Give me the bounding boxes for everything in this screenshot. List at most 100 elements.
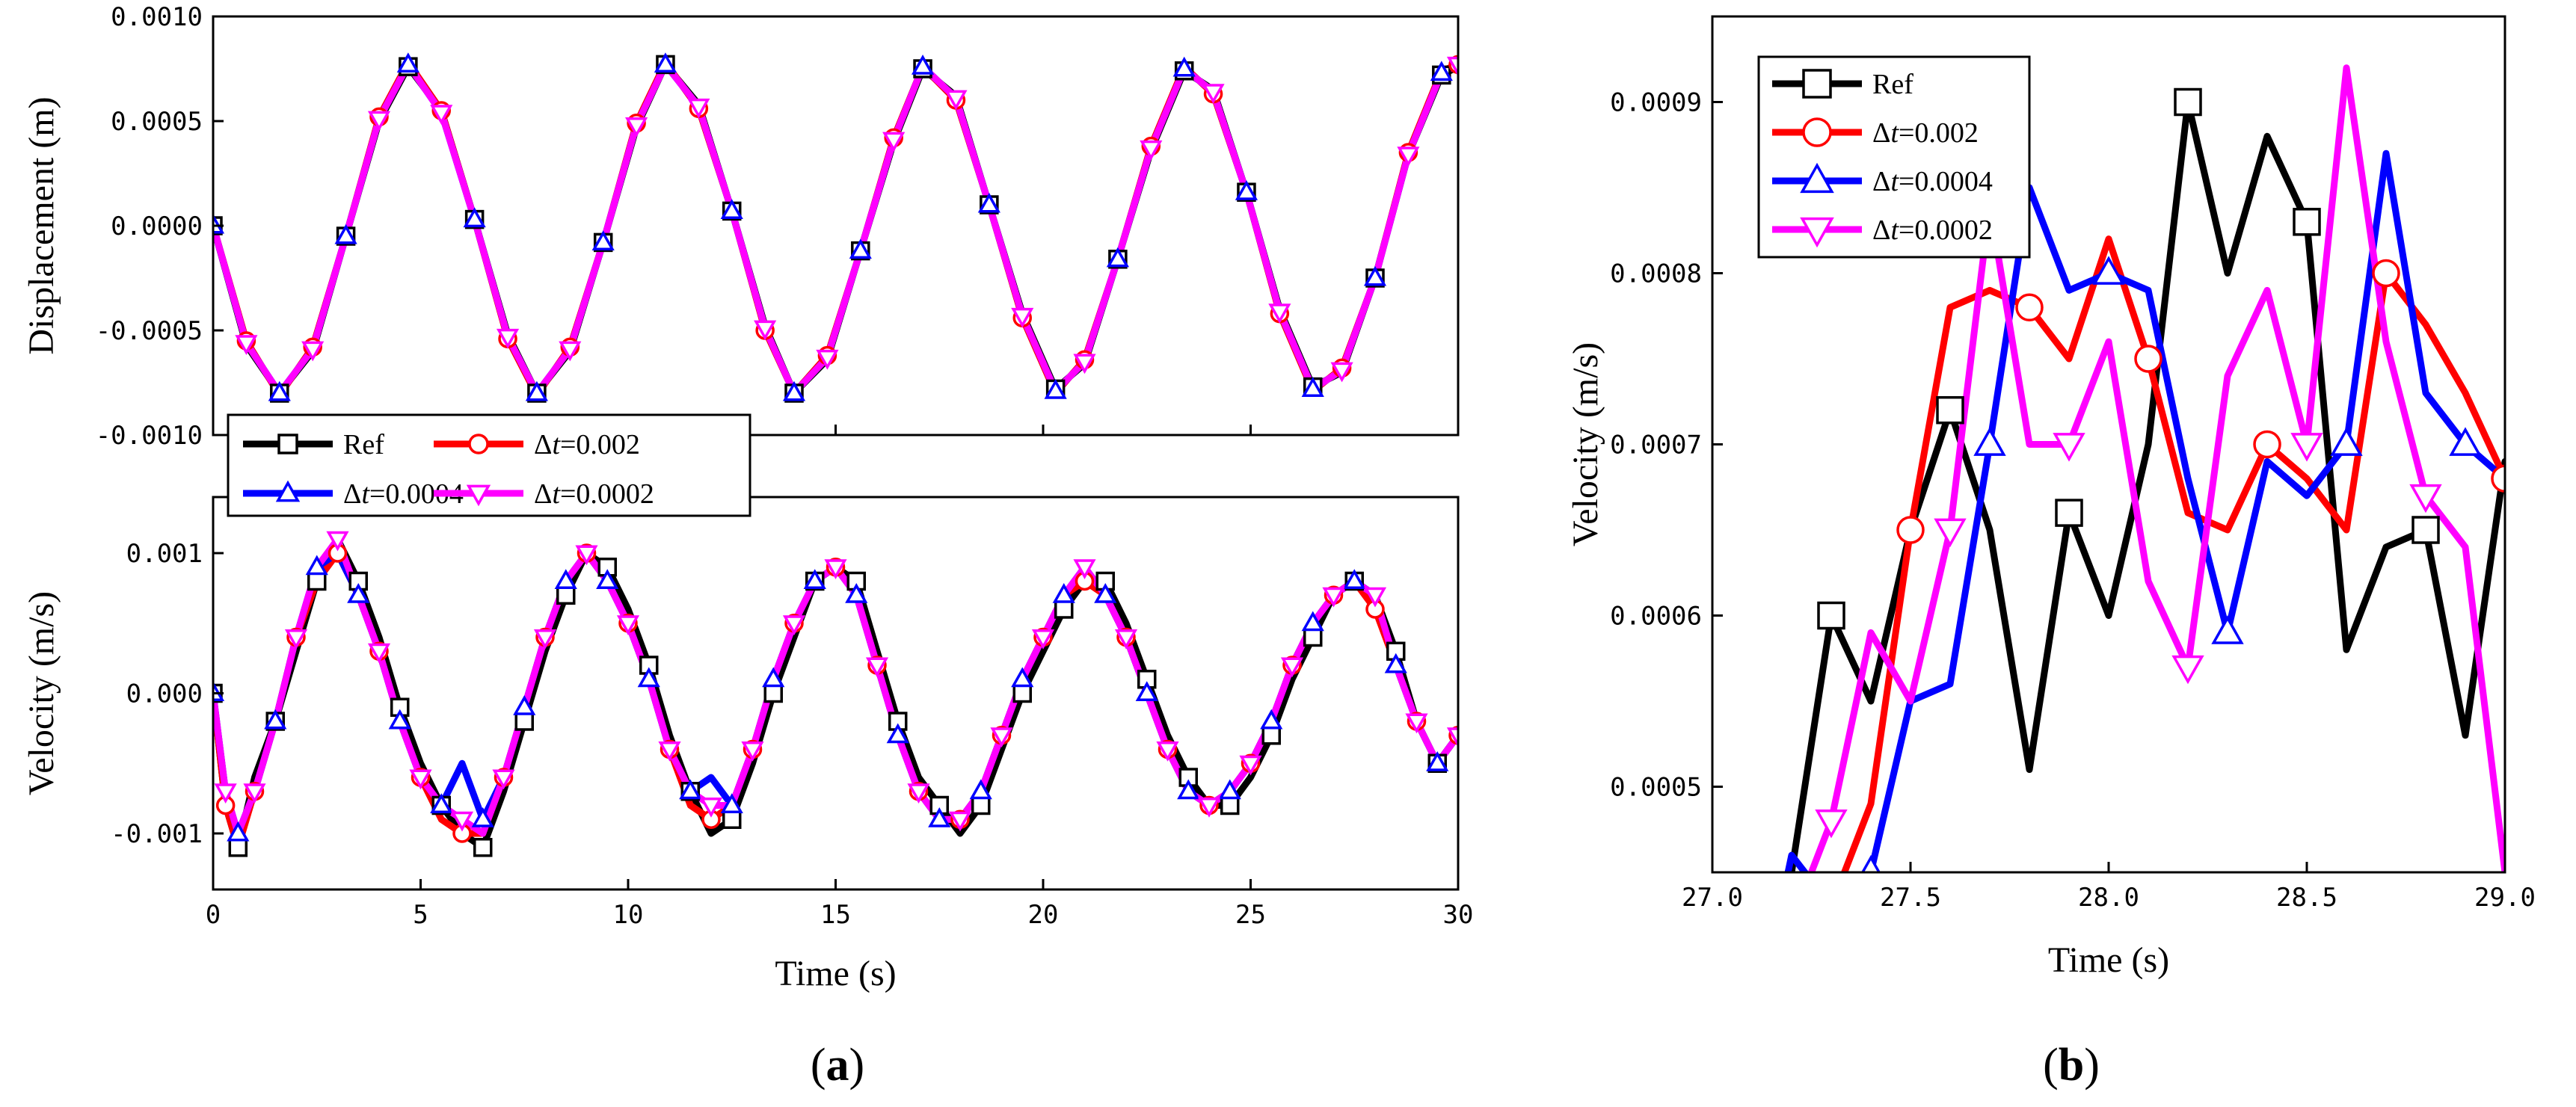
data-point <box>928 807 951 827</box>
data-point <box>1094 583 1117 603</box>
data-point <box>687 98 710 119</box>
legend-item: Δt=0.0002 <box>434 478 654 510</box>
legend-item: Δt=0.0004 <box>243 478 464 510</box>
data-point <box>679 779 702 800</box>
data-point <box>1156 741 1179 762</box>
data-point <box>496 328 520 349</box>
data-point <box>396 52 419 73</box>
data-point <box>235 335 258 356</box>
data-point <box>213 681 225 702</box>
data-point <box>1430 61 1453 81</box>
y-tick-label: -0.001 <box>111 819 203 849</box>
plot-frame <box>212 496 1460 891</box>
data-point <box>1330 362 1353 383</box>
x-tick-label: 27.5 <box>1880 883 1941 913</box>
legend-item: Δt=0.0004 <box>1772 162 1993 197</box>
data-point <box>1280 657 1304 678</box>
series-markers-1 <box>1896 259 2505 544</box>
legend-item: Δt=0.002 <box>434 429 640 460</box>
legend-item: Ref <box>243 429 384 460</box>
legend-label: Δt=0.0004 <box>343 478 464 510</box>
legend-marker <box>1802 117 1832 147</box>
data-point <box>990 727 1013 747</box>
data-point <box>1268 303 1291 324</box>
data-point <box>227 821 250 842</box>
data-point <box>882 132 906 152</box>
data-point <box>591 230 615 250</box>
data-point <box>1405 713 1428 734</box>
data-point <box>977 192 1000 213</box>
y-tick-label: 0.0008 <box>1610 259 1702 289</box>
series-group <box>213 59 1458 399</box>
data-point <box>2015 293 2044 322</box>
legend-marker <box>1802 69 1832 99</box>
data-point <box>1197 797 1221 818</box>
y-tick-label: 0.001 <box>126 539 203 569</box>
series-line-3 <box>213 61 1458 397</box>
series-line-3 <box>1807 64 2505 872</box>
data-point <box>1973 427 2006 456</box>
series-markers-3 <box>214 531 1458 832</box>
plot-b-velocity-zoom: 27.0 27.5 28.0 28.5 29.0 0.0005 0.0006 0.0007 0.… <box>1566 15 2536 1053</box>
y-tick-label: 0.0007 <box>1610 431 1702 460</box>
series-markers-3 <box>1815 433 2442 839</box>
legend-value: =0.0002 <box>1899 215 1993 246</box>
data-point <box>1218 779 1241 800</box>
y-tick-label: 0.0000 <box>111 212 203 241</box>
data-point <box>2449 427 2482 456</box>
data-point <box>463 207 486 228</box>
data-point <box>1343 569 1366 590</box>
y-tick-label: 0.0006 <box>1610 602 1702 632</box>
data-point <box>971 795 991 815</box>
data-point <box>1073 354 1096 374</box>
data-point <box>334 223 357 244</box>
series-markers-2 <box>213 555 1449 842</box>
plots-layer: -0.0010-0.00050.00000.00050.0010Displace… <box>22 2 2536 1053</box>
y-tick-label: 0.0005 <box>1610 773 1702 803</box>
legend-value: =0.0002 <box>560 478 654 510</box>
data-point <box>1363 587 1387 608</box>
data-point <box>803 569 826 590</box>
x-tick-label: 0 <box>206 900 221 930</box>
data-point <box>1239 755 1262 776</box>
y-tick-label: -0.0010 <box>96 421 203 451</box>
data-point <box>722 810 742 829</box>
legend-marker <box>275 480 301 502</box>
legend-label: Δt=0.002 <box>534 429 640 460</box>
legend-delta: Δ <box>534 478 552 510</box>
data-point <box>596 569 619 590</box>
data-point <box>473 838 493 857</box>
plot-a-velocity: 0 5 10 15 20 25 30 -0.001 0.000 0.001 Velocity (m/… <box>22 496 1473 993</box>
data-point <box>264 709 287 730</box>
panel-label-a: (a) <box>811 1040 864 1091</box>
data-point <box>1073 559 1096 579</box>
data-point <box>1301 611 1324 632</box>
data-point <box>637 667 660 688</box>
data-point <box>2053 433 2085 462</box>
legend-label: Δt=0.0002 <box>534 478 654 510</box>
series-line-1 <box>1840 235 2505 872</box>
data-point <box>1260 709 1283 730</box>
data-point <box>1301 377 1324 397</box>
data-point <box>2253 430 2281 459</box>
data-point <box>720 199 743 219</box>
legend-t: t <box>552 478 561 510</box>
data-point <box>2372 259 2400 288</box>
series-markers-3 <box>235 56 1458 383</box>
legend-marker <box>468 434 489 454</box>
data-point <box>1738 1029 1765 1053</box>
data-point <box>720 793 743 814</box>
data-point <box>886 723 909 744</box>
series-markers-0 <box>1817 87 2440 630</box>
data-point <box>824 559 847 579</box>
data-point <box>658 741 681 762</box>
data-point <box>525 380 548 401</box>
data-point <box>1220 795 1240 815</box>
legend-value: =0.002 <box>560 429 640 460</box>
legend-item: Δt=0.002 <box>1772 117 1979 149</box>
data-point <box>2092 256 2125 285</box>
data-point <box>948 811 972 832</box>
data-point <box>1011 667 1034 688</box>
legend-t: t <box>361 478 370 510</box>
data-point <box>2174 87 2202 117</box>
